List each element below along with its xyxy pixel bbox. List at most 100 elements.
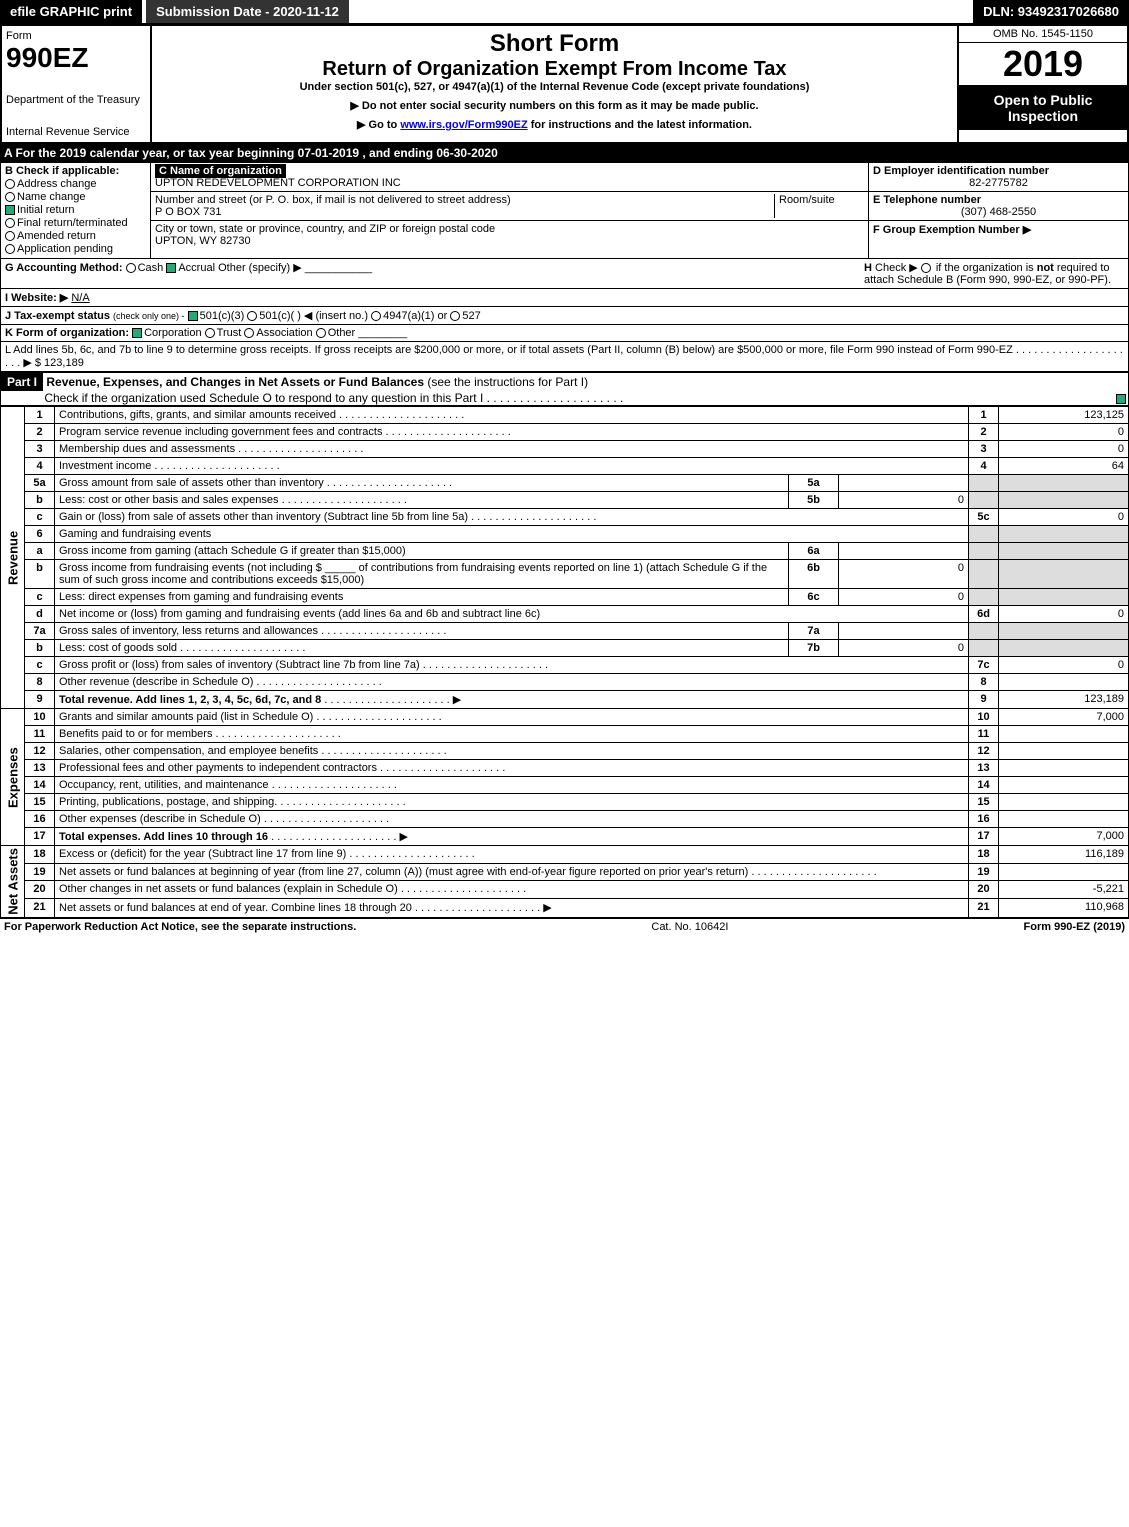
line-amount: 7,000 — [999, 828, 1129, 846]
chk-accrual[interactable] — [166, 263, 176, 273]
line-desc: Gross sales of inventory, less returns a… — [59, 625, 318, 637]
line-num: 4 — [25, 458, 55, 475]
line-desc: Occupancy, rent, utilities, and maintena… — [59, 779, 269, 791]
line-num: 12 — [25, 743, 55, 760]
table-row: 7a Gross sales of inventory, less return… — [1, 623, 1129, 640]
sub-box-ref: 7b — [789, 640, 839, 657]
irs-link[interactable]: www.irs.gov/Form990EZ — [400, 119, 527, 131]
line-desc: Gaming and fundraising events — [55, 526, 969, 543]
chk-amended-return[interactable]: Amended return — [5, 230, 146, 242]
dept-treasury: Department of the Treasury — [6, 94, 146, 106]
radio-other-org[interactable] — [316, 328, 326, 338]
line-num: 7a — [25, 623, 55, 640]
org-name: UPTON REDEVELOPMENT CORPORATION INC — [155, 177, 401, 189]
radio-association[interactable] — [244, 328, 254, 338]
j-o2: 501(c)( ) — [259, 310, 301, 322]
line-num: 8 — [25, 674, 55, 691]
line-amount: 0 — [999, 509, 1129, 526]
submission-date-button[interactable]: Submission Date - 2020-11-12 — [146, 0, 349, 23]
radio-cash[interactable] — [126, 263, 136, 273]
form-word: Form — [6, 30, 146, 42]
form-header-center: Short Form Return of Organization Exempt… — [152, 26, 957, 142]
chk-initial-return[interactable]: Initial return — [5, 204, 146, 216]
shaded-cell — [999, 492, 1129, 509]
j-o3: 4947(a)(1) or — [383, 310, 447, 322]
top-bar: efile GRAPHIC print Submission Date - 20… — [0, 0, 1129, 24]
line-ref: 17 — [969, 828, 999, 846]
line-sub: c — [25, 657, 55, 674]
line-desc: Less: cost of goods sold — [59, 642, 177, 654]
radio-501c[interactable] — [247, 311, 257, 321]
table-row: 6 Gaming and fundraising events — [1, 526, 1129, 543]
section-b-label: B Check if applicable: — [5, 165, 146, 177]
part1-header-row: Part I Revenue, Expenses, and Changes in… — [0, 372, 1129, 406]
shaded-cell — [999, 560, 1129, 589]
radio-4947[interactable] — [371, 311, 381, 321]
line-sub: b — [25, 640, 55, 657]
line-amount: 110,968 — [999, 898, 1129, 917]
efile-print-button[interactable]: efile GRAPHIC print — [0, 0, 142, 23]
table-row: Expenses 10 Grants and similar amounts p… — [1, 709, 1129, 726]
line-amount — [999, 794, 1129, 811]
shaded-cell — [969, 560, 999, 589]
line-num: 10 — [25, 709, 55, 726]
line-desc: Printing, publications, postage, and shi… — [59, 796, 277, 808]
line-desc: Gain or (loss) from sale of assets other… — [59, 511, 468, 523]
chk-label: Final return/terminated — [17, 217, 128, 229]
line-amount: 64 — [999, 458, 1129, 475]
line-ref: 2 — [969, 424, 999, 441]
radio-trust[interactable] — [205, 328, 215, 338]
chk-corporation[interactable] — [132, 328, 142, 338]
goto-notice: ▶ Go to www.irs.gov/Form990EZ for instru… — [156, 118, 953, 131]
line-num: 21 — [25, 898, 55, 917]
radio-schedule-b[interactable] — [921, 263, 931, 273]
line-desc: Net assets or fund balances at beginning… — [59, 866, 748, 878]
section-c: C Name of organization UPTON REDEVELOPME… — [151, 163, 868, 258]
line-amount — [999, 743, 1129, 760]
sub-box-val: 0 — [839, 589, 969, 606]
section-c-label: C Name of organization — [155, 164, 286, 178]
line-desc: Salaries, other compensation, and employ… — [59, 745, 318, 757]
line-ref: 19 — [969, 863, 999, 881]
chk-name-change[interactable]: Name change — [5, 191, 146, 203]
other-label: Other (specify) ▶ — [218, 262, 302, 274]
chk-501c3[interactable] — [188, 311, 198, 321]
chk-label: Application pending — [17, 243, 113, 255]
line-ref: 8 — [969, 674, 999, 691]
form-header-right: OMB No. 1545-1150 2019 Open to Public In… — [957, 26, 1127, 142]
ein-value: 82-2775782 — [873, 177, 1124, 189]
k-label: K Form of organization: — [5, 327, 129, 339]
sub-box-ref: 5a — [789, 475, 839, 492]
line-num: 9 — [25, 691, 55, 709]
table-row: 13 Professional fees and other payments … — [1, 760, 1129, 777]
chk-application-pending[interactable]: Application pending — [5, 243, 146, 255]
city-label: City or town, state or province, country… — [155, 223, 495, 235]
info-grid: B Check if applicable: Address change Na… — [0, 162, 1129, 259]
part1-paren: (see the instructions for Part I) — [427, 375, 588, 389]
line-amount: 0 — [999, 606, 1129, 623]
section-b: B Check if applicable: Address change Na… — [1, 163, 151, 258]
sub-box-val: 0 — [839, 640, 969, 657]
expenses-side-label: Expenses — [1, 709, 25, 846]
line-amount: 123,125 — [999, 407, 1129, 424]
line-sub: c — [25, 509, 55, 526]
line-ref: 9 — [969, 691, 999, 709]
sub-box-val: 0 — [839, 560, 969, 589]
table-row: 19 Net assets or fund balances at beginn… — [1, 863, 1129, 881]
table-row: 17 Total expenses. Add lines 10 through … — [1, 828, 1129, 846]
chk-schedule-o[interactable] — [1116, 394, 1126, 404]
ssn-notice: ▶ Do not enter social security numbers o… — [156, 99, 953, 112]
line-desc: Membership dues and assessments — [59, 443, 235, 455]
line-amount — [999, 777, 1129, 794]
chk-final-return[interactable]: Final return/terminated — [5, 217, 146, 229]
shaded-cell — [969, 475, 999, 492]
line-desc: Gross amount from sale of assets other t… — [59, 477, 324, 489]
tel-value: (307) 468-2550 — [873, 206, 1124, 218]
radio-527[interactable] — [450, 311, 460, 321]
line-desc: Gross profit or (loss) from sales of inv… — [59, 659, 420, 671]
line-ref: 21 — [969, 898, 999, 917]
line-num: 20 — [25, 881, 55, 899]
line-amount — [999, 811, 1129, 828]
chk-address-change[interactable]: Address change — [5, 178, 146, 190]
line-ref: 7c — [969, 657, 999, 674]
